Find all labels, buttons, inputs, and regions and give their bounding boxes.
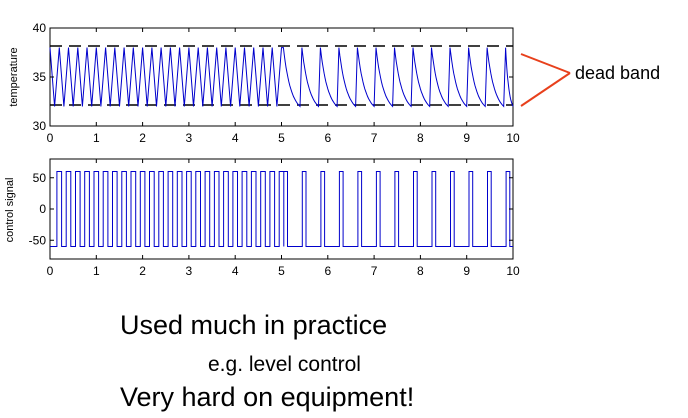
- temperature-x-tick-label: 10: [506, 131, 520, 145]
- temperature-x-tick-label: 2: [139, 131, 146, 145]
- temperature-x-tick-label: 9: [463, 131, 470, 145]
- temperature-x-tick-label: 8: [417, 131, 424, 145]
- caption-line-2: e.g. level control: [208, 353, 361, 376]
- temperature-y-tick-label: 30: [33, 119, 47, 133]
- caption-line-1: Used much in practice: [120, 310, 388, 340]
- control-signal-x-tick-label: 8: [417, 264, 424, 278]
- temperature-x-tick-label: 1: [93, 131, 100, 145]
- control-signal-x-tick-label: 5: [278, 264, 285, 278]
- control-signal-x-tick-label: 2: [139, 264, 146, 278]
- control-signal-x-tick-label: 6: [324, 264, 331, 278]
- control-signal-x-tick-label: 3: [186, 264, 193, 278]
- control-signal-y-tick-label: -50: [29, 233, 47, 247]
- control-signal-series-line: [50, 171, 513, 247]
- temperature-axes: 0 1 2 3 4 5 6 7 8 9 10 30 35 40 temperature: [8, 21, 520, 145]
- temperature-x-tick-label: 6: [324, 131, 331, 145]
- control-signal-x-tick-label: 9: [463, 264, 470, 278]
- dead-band-arrow-upper: [520, 53, 571, 74]
- control-signal-x-tick-label: 10: [506, 264, 520, 278]
- temperature-y-tick-label: 40: [33, 21, 47, 35]
- control-signal-x-tick-label: 7: [371, 264, 378, 278]
- temperature-x-tick-label: 5: [278, 131, 285, 145]
- temperature-ticks: 0 1 2 3 4 5 6 7 8 9 10 30 35 40: [33, 21, 520, 145]
- temperature-x-tick-label: 4: [232, 131, 239, 145]
- control-signal-x-tick-label: 4: [232, 264, 239, 278]
- caption-line-3: Very hard on equipment!: [120, 382, 415, 412]
- temperature-x-tick-label: 7: [371, 131, 378, 145]
- temperature-y-axis-label: temperature: [8, 47, 20, 106]
- control-signal-y-tick-label: 50: [33, 171, 47, 185]
- temperature-x-tick-label: 3: [186, 131, 193, 145]
- control-signal-x-tick-label: 1: [93, 264, 100, 278]
- dead-band-annotation: dead band: [520, 53, 660, 107]
- control-signal-x-tick-label: 0: [47, 264, 54, 278]
- figure: 0 1 2 3 4 5 6 7 8 9 10 30 35 40 temperature 0 1 2 3 4 5 6 7 8…: [4, 21, 660, 278]
- control-signal-plot-frame: [49, 158, 514, 260]
- control-signal-y-axis-label: control signal: [4, 178, 16, 243]
- control-signal-ticks: 0 1 2 3 4 5 6 7 8 9 10 50 0 -50: [29, 159, 520, 278]
- temperature-plot-frame: [49, 27, 514, 127]
- temperature-series-line: [49, 47, 514, 108]
- dead-band-label: dead band: [575, 63, 660, 83]
- temperature-y-tick-label: 35: [33, 70, 47, 84]
- control-signal-y-tick-label: 0: [39, 202, 46, 216]
- control-signal-axes: 0 1 2 3 4 5 6 7 8 9 10 50 0 -50 control signal: [4, 158, 520, 278]
- temperature-x-tick-label: 0: [47, 131, 54, 145]
- dead-band-arrow-lower: [520, 72, 571, 107]
